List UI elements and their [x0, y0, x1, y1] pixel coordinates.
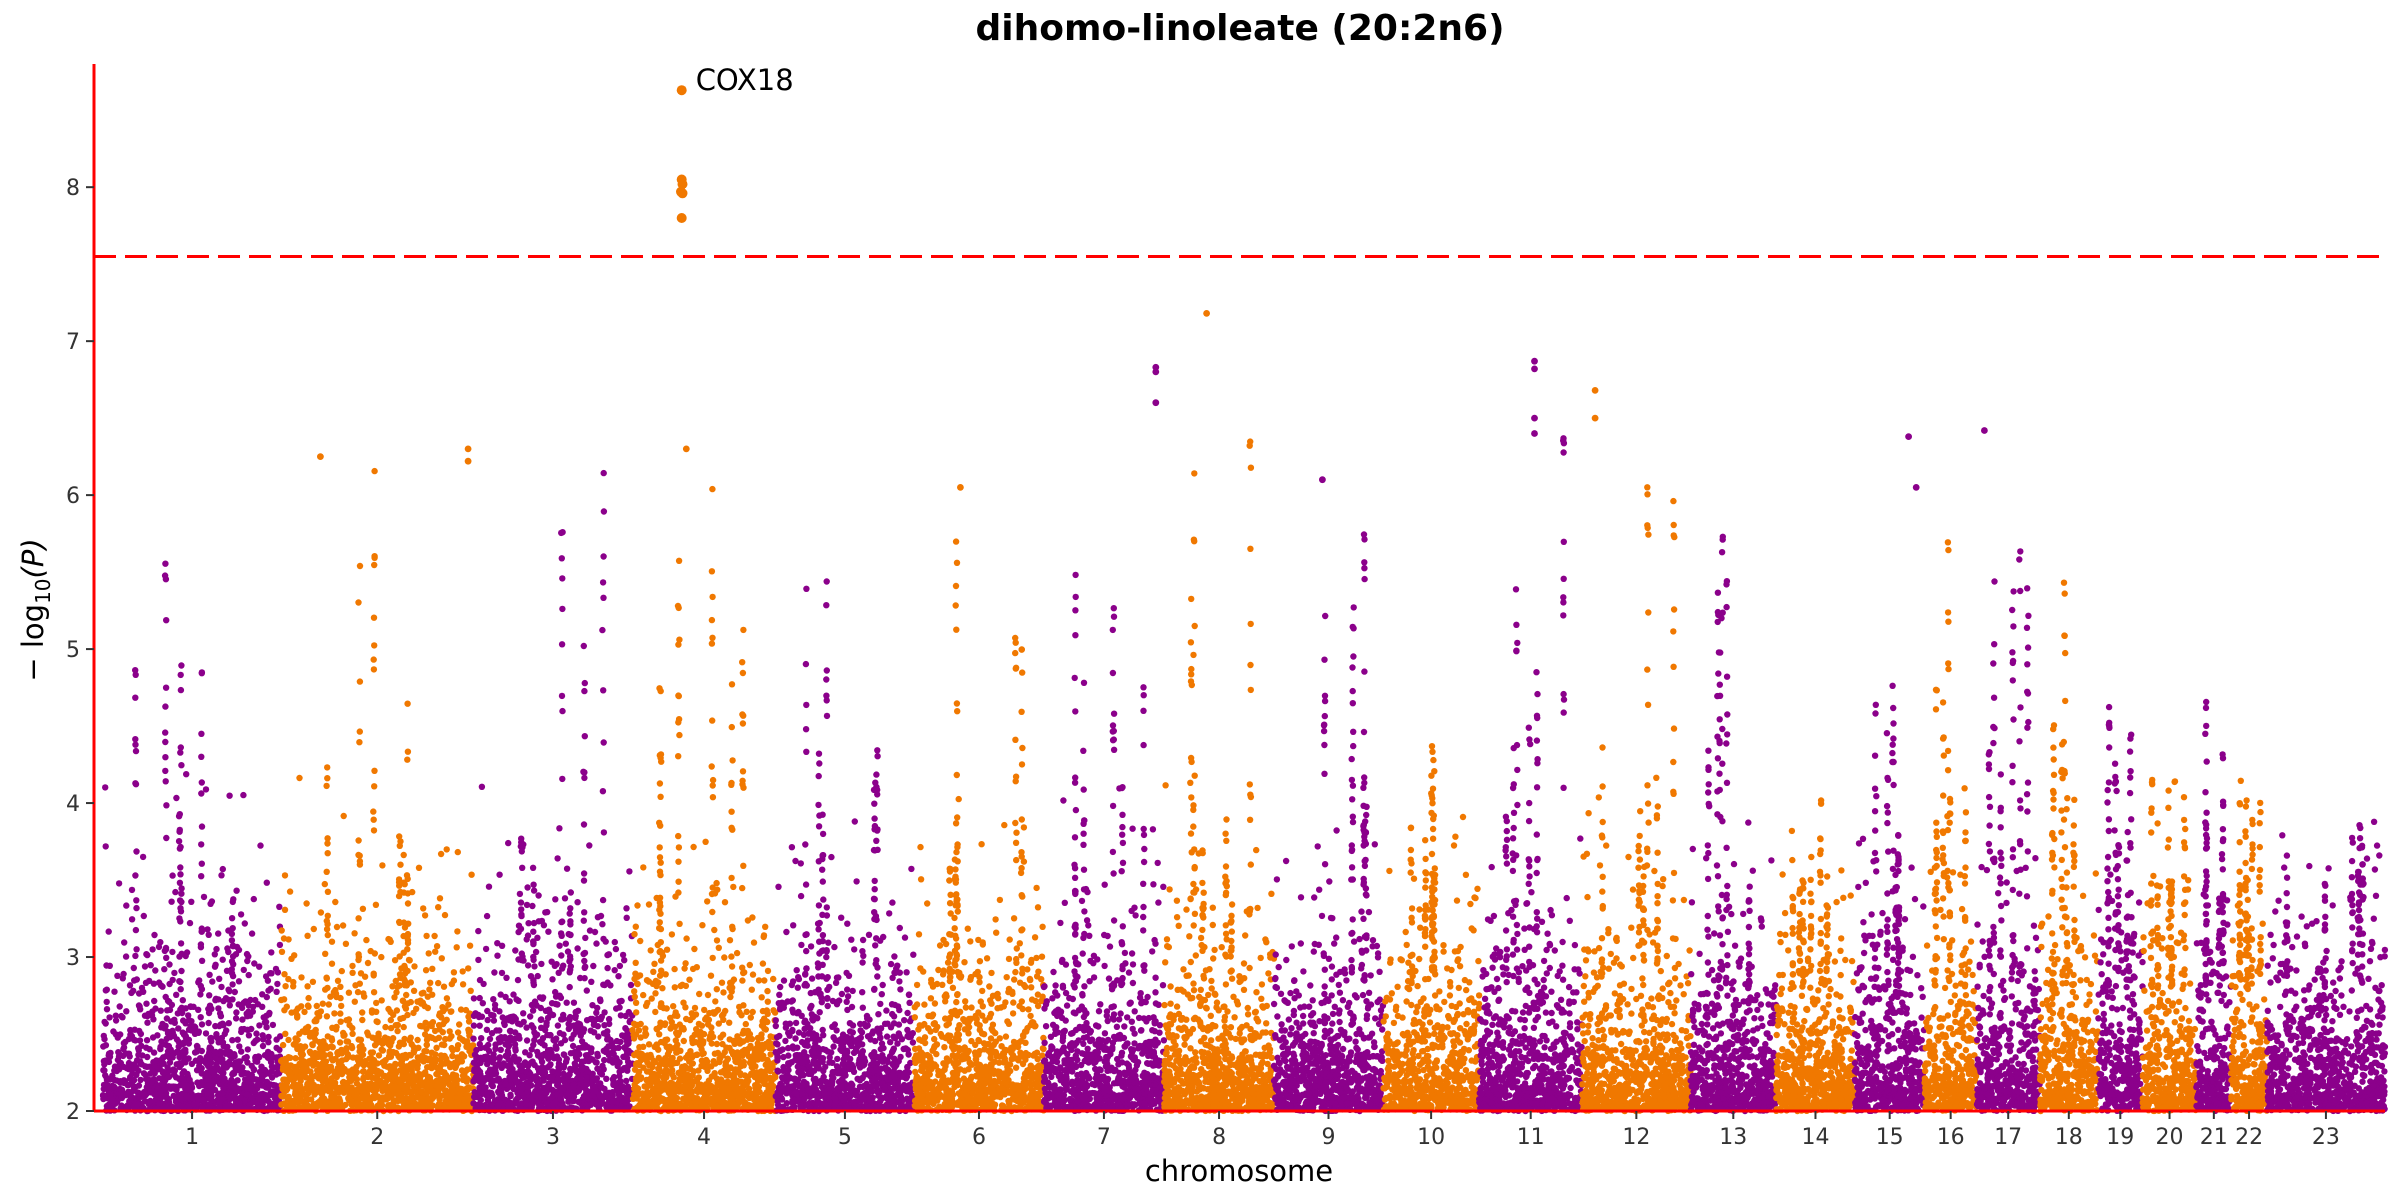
x-tick-label-23: 23 [2312, 1125, 2340, 1150]
notable-point-4 [1531, 357, 1538, 365]
chromosome-20-points [2139, 776, 2200, 1115]
notable-point-12 [464, 445, 472, 453]
chart-title: dihomo-linoleate (20:2n6) [975, 8, 1504, 49]
x-tick-label-3: 3 [546, 1125, 560, 1150]
notable-point-14 [682, 445, 690, 453]
notable-point-2 [1152, 368, 1160, 376]
x-tick-label-2: 2 [370, 1125, 384, 1150]
x-tick-label-19: 19 [2106, 1125, 2134, 1150]
notable-point-3 [1152, 399, 1160, 407]
chromosome-15-points [1851, 682, 1928, 1115]
chromosome-22-points [2228, 777, 2270, 1115]
axes-layer [92, 64, 2385, 1113]
significant-point-5 [676, 213, 687, 223]
x-tick-label-20: 20 [2156, 1125, 2184, 1150]
notable-point-0 [1203, 310, 1210, 317]
chromosome-9-points [1270, 531, 1387, 1115]
x-tick-label-15: 15 [1876, 1125, 1904, 1150]
chromosome-19-points [2095, 703, 2146, 1115]
chromosome-11-points [1476, 435, 1586, 1115]
x-tick-label-8: 8 [1212, 1125, 1226, 1150]
notable-point-8 [1591, 387, 1599, 394]
chromosome-10-points [1380, 743, 1483, 1115]
chromosome-2-points [277, 467, 477, 1115]
annotation-cox18: COX18 [696, 63, 794, 97]
x-tick-label-5: 5 [838, 1125, 852, 1150]
notable-point-9 [1591, 414, 1599, 422]
significant-point-2 [677, 179, 688, 190]
y-axis-label: − log10(P) [16, 538, 55, 681]
x-tick-label-1: 1 [185, 1125, 199, 1150]
notable-point-7 [1531, 430, 1538, 437]
y-tick-label-5: 5 [66, 638, 80, 663]
chromosome-14-points [1773, 797, 1858, 1115]
significant-point-0 [676, 85, 687, 96]
chromosome-12-points [1579, 484, 1694, 1115]
x-tick-label-18: 18 [2055, 1125, 2083, 1150]
notable-points [317, 310, 1988, 491]
x-tick-label-13: 13 [1719, 1125, 1747, 1150]
chromosome-6-points [911, 538, 1047, 1115]
x-tick-label-17: 17 [1994, 1125, 2022, 1150]
y-axis-label-sub: 10 [31, 578, 55, 603]
notable-point-6 [1531, 414, 1538, 422]
notable-point-13 [464, 457, 472, 465]
chromosome-5-points [772, 578, 918, 1115]
chromosome-21-points [2193, 698, 2235, 1115]
x-tick-label-6: 6 [972, 1125, 986, 1150]
x-tick-label-14: 14 [1802, 1125, 1830, 1150]
x-tick-label-21: 21 [2200, 1125, 2228, 1150]
significant-points: COX18 [676, 63, 794, 223]
x-tick-label-9: 9 [1322, 1125, 1336, 1150]
y-tick-label-8: 8 [66, 176, 80, 201]
chromosome-23-points [2264, 818, 2389, 1115]
notable-point-11 [1905, 433, 1912, 440]
y-axis-label-main: − log [16, 604, 50, 682]
y-tick-label-6: 6 [66, 484, 80, 509]
chromosome-8-points [1161, 438, 1278, 1115]
chromosome-7-points [1040, 571, 1168, 1115]
y-tick-label-4: 4 [66, 792, 80, 817]
x-axis-label: chromosome [1145, 1154, 1333, 1188]
x-tick-label-10: 10 [1417, 1125, 1445, 1150]
x-tick-label-4: 4 [697, 1125, 711, 1150]
y-tick-label-7: 7 [66, 330, 80, 355]
y-tick-label-3: 3 [66, 946, 80, 971]
notable-point-16 [1319, 476, 1326, 484]
chromosome-16-points [1921, 539, 1980, 1114]
points-layer: COX18 [99, 63, 2389, 1115]
notable-point-5 [1531, 365, 1538, 373]
chromosome-3-points [470, 469, 636, 1115]
x-tick-label-7: 7 [1097, 1125, 1111, 1150]
x-tick-label-16: 16 [1937, 1125, 1965, 1150]
x-tick-label-12: 12 [1622, 1125, 1650, 1150]
y-tick-label-2: 2 [66, 1100, 80, 1125]
notable-point-17 [957, 484, 964, 491]
y-axis-label-arg: (P) [16, 538, 50, 578]
notable-point-18 [1912, 484, 1920, 491]
chromosome-17-points [1973, 548, 2043, 1115]
x-tick-label-11: 11 [1517, 1125, 1545, 1150]
significant-point-4 [677, 188, 688, 199]
x-tick-label-22: 22 [2235, 1125, 2263, 1150]
chromosome-1-points [99, 560, 285, 1115]
chromosome-4-points [629, 485, 779, 1115]
notable-point-10 [1981, 427, 1988, 434]
notable-point-15 [317, 453, 324, 460]
chromosome-13-points [1687, 533, 1780, 1115]
chromosome-18-points [2037, 579, 2101, 1115]
